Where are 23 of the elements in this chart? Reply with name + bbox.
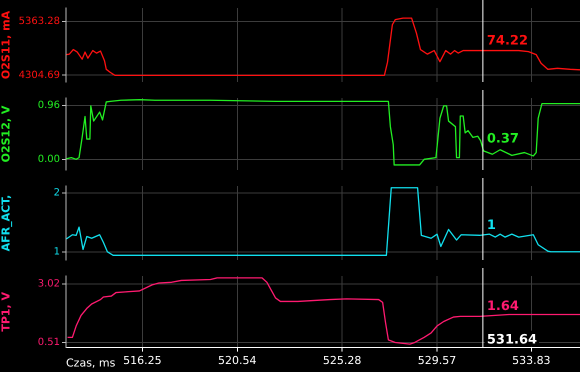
y-tick-label: 3.02 xyxy=(38,278,60,290)
x-axis-title: Czas, ms xyxy=(66,356,116,370)
x-tick-label: 520.54 xyxy=(218,354,257,368)
y-axis-title: O2S11, mA xyxy=(0,10,12,80)
y-tick-label: 0.00 xyxy=(38,154,60,165)
annotation: 1 xyxy=(486,218,496,233)
y-tick-label: 2 xyxy=(54,188,60,199)
y-tick-label: 0.96 xyxy=(38,100,60,111)
y-axis-title: O2S12, V xyxy=(0,105,12,162)
x-tick-label: 529.57 xyxy=(418,354,456,368)
ref-line-label: 531.64 xyxy=(486,332,538,348)
annotation: 1.64 xyxy=(486,299,519,314)
annotation: 74.22 xyxy=(486,33,528,48)
y-tick-label: 5363.28 xyxy=(18,16,60,28)
x-tick-label: 516.25 xyxy=(123,354,162,368)
y-tick-label: 4304.69 xyxy=(18,70,60,81)
x-tick-label: 525.28 xyxy=(322,354,362,368)
x-tick-label: 533.83 xyxy=(512,354,551,368)
y-tick-label: 1 xyxy=(54,246,60,258)
y-axis-title: TP1, V xyxy=(0,291,12,332)
annotation: 0.37 xyxy=(486,131,519,146)
y-tick-label: 0.51 xyxy=(38,337,60,348)
y-axis-title: AFR_ACT, xyxy=(0,194,12,252)
